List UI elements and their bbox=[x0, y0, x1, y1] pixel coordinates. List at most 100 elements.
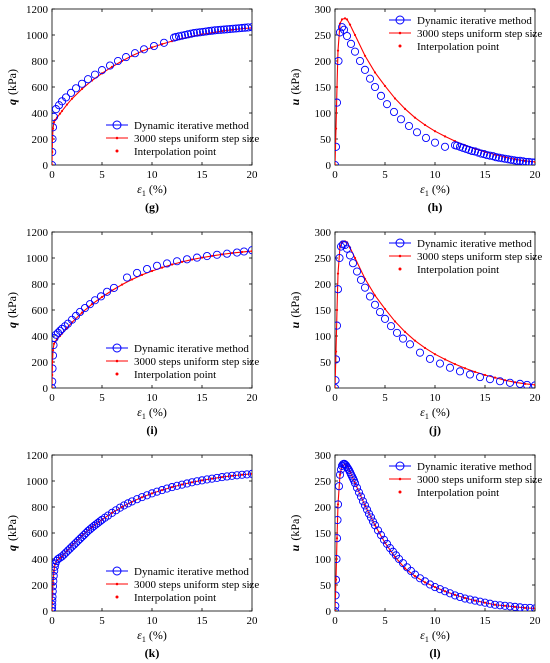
point-dynamic-iterative bbox=[102, 287, 112, 296]
point-uniform-step bbox=[250, 250, 252, 253]
panel-label: (j) bbox=[429, 423, 441, 437]
point-dynamic-iterative bbox=[227, 471, 237, 480]
legend-label: 3000 steps uniform step size bbox=[417, 28, 542, 40]
y-tick-label: 200 bbox=[32, 580, 49, 592]
point-dynamic-iterative bbox=[412, 128, 422, 137]
x-tick-label: 15 bbox=[480, 169, 492, 181]
legend-label: Dynamic iterative method bbox=[134, 120, 249, 132]
y-tick-label: 1200 bbox=[26, 450, 49, 462]
legend-marker-interpolation bbox=[398, 267, 402, 271]
point-dynamic-iterative bbox=[335, 500, 343, 509]
legend-label: Interpolation point bbox=[134, 592, 216, 604]
point-dynamic-iterative bbox=[157, 486, 167, 495]
point-dynamic-iterative bbox=[525, 603, 535, 611]
point-dynamic-iterative bbox=[530, 381, 535, 388]
y-axis-label-symbol: u bbox=[288, 98, 302, 105]
point-uniform-step bbox=[423, 123, 427, 127]
point-dynamic-iterative bbox=[386, 322, 396, 331]
point-uniform-step bbox=[338, 473, 342, 476]
point-dynamic-iterative bbox=[182, 479, 192, 488]
point-dynamic-iterative bbox=[57, 324, 67, 333]
point-dynamic-iterative bbox=[335, 28, 345, 37]
point-dynamic-iterative bbox=[346, 39, 356, 48]
point-dynamic-iterative bbox=[52, 377, 57, 386]
point-dynamic-iterative bbox=[53, 554, 63, 564]
point-dynamic-iterative bbox=[152, 261, 162, 270]
point-dynamic-iterative bbox=[475, 597, 485, 606]
point-dynamic-iterative bbox=[421, 133, 431, 143]
point-uniform-step bbox=[443, 590, 447, 593]
point-uniform-step bbox=[160, 266, 164, 269]
point-uniform-step bbox=[336, 49, 340, 52]
point-uniform-step bbox=[533, 607, 535, 610]
point-uniform-step bbox=[120, 505, 124, 509]
panel-label: (k) bbox=[145, 646, 160, 660]
point-dynamic-iterative bbox=[450, 591, 460, 600]
y-axis-label-unit: (kPa) bbox=[288, 515, 302, 541]
point-uniform-step bbox=[335, 537, 339, 540]
point-uniform-step bbox=[336, 503, 340, 506]
point-dynamic-iterative bbox=[171, 32, 181, 42]
point-dynamic-iterative bbox=[96, 292, 106, 301]
y-tick-label: 150 bbox=[315, 528, 332, 540]
point-uniform-step bbox=[230, 251, 234, 255]
point-dynamic-iterative bbox=[335, 285, 343, 294]
x-tick-label: 5 bbox=[99, 169, 105, 181]
x-tick-label: 0 bbox=[49, 392, 55, 404]
point-dynamic-iterative bbox=[335, 56, 343, 66]
point-dynamic-iterative bbox=[335, 515, 342, 525]
legend-marker-dynamic-iterative bbox=[395, 15, 405, 25]
x-tick-label: 15 bbox=[480, 615, 492, 627]
point-dynamic-iterative bbox=[207, 26, 217, 35]
point-uniform-step bbox=[335, 85, 339, 89]
point-uniform-step bbox=[240, 473, 244, 476]
point-dynamic-iterative bbox=[119, 501, 129, 510]
y-axis-label-symbol: q bbox=[5, 99, 19, 105]
x-axis-label-unit: (%) bbox=[149, 405, 167, 419]
point-uniform-step bbox=[52, 386, 54, 388]
x-tick-label: 0 bbox=[332, 615, 338, 627]
point-dynamic-iterative bbox=[222, 25, 232, 34]
point-dynamic-iterative bbox=[52, 577, 58, 586]
point-uniform-step bbox=[52, 373, 54, 377]
point-dynamic-iterative bbox=[192, 28, 202, 37]
x-axis-label: ε1 (%) bbox=[420, 405, 450, 421]
plot-data bbox=[52, 469, 252, 611]
x-tick-label: 15 bbox=[197, 392, 209, 404]
point-dynamic-iterative bbox=[75, 307, 85, 317]
y-tick-label: 50 bbox=[320, 134, 332, 146]
legend-marker-uniform-step bbox=[115, 136, 119, 140]
point-uniform-step bbox=[335, 609, 337, 611]
point-dynamic-iterative bbox=[172, 257, 182, 266]
point-uniform-step bbox=[90, 303, 94, 306]
x-tick-label: 10 bbox=[430, 169, 442, 181]
point-dynamic-iterative bbox=[123, 499, 133, 508]
y-axis-label-unit: (kPa) bbox=[288, 292, 302, 318]
point-dynamic-iterative bbox=[335, 575, 341, 584]
point-dynamic-iterative bbox=[77, 79, 87, 88]
legend-label: Dynamic iterative method bbox=[417, 461, 532, 473]
legend-marker-interpolation bbox=[115, 149, 119, 153]
y-axis-label: q (kPa) bbox=[5, 515, 19, 551]
point-dynamic-iterative bbox=[201, 27, 211, 36]
point-uniform-step bbox=[80, 311, 84, 314]
y-tick-label: 1000 bbox=[26, 253, 49, 265]
point-uniform-step bbox=[353, 33, 357, 37]
legend-label: Dynamic iterative method bbox=[134, 343, 249, 355]
point-uniform-step bbox=[340, 18, 344, 21]
point-dynamic-iterative bbox=[348, 259, 358, 268]
x-tick-label: 10 bbox=[147, 615, 159, 627]
point-uniform-step bbox=[170, 486, 174, 489]
point-uniform-step bbox=[403, 107, 407, 110]
y-axis-label-unit: (kPa) bbox=[5, 292, 19, 318]
x-tick-label: 20 bbox=[247, 169, 259, 181]
y-axis-label-symbol: q bbox=[5, 322, 19, 328]
y-tick-label: 600 bbox=[32, 82, 49, 94]
point-uniform-step bbox=[335, 163, 337, 165]
point-dynamic-iterative bbox=[217, 473, 227, 482]
point-dynamic-iterative bbox=[52, 562, 59, 571]
point-dynamic-iterative bbox=[210, 26, 220, 35]
